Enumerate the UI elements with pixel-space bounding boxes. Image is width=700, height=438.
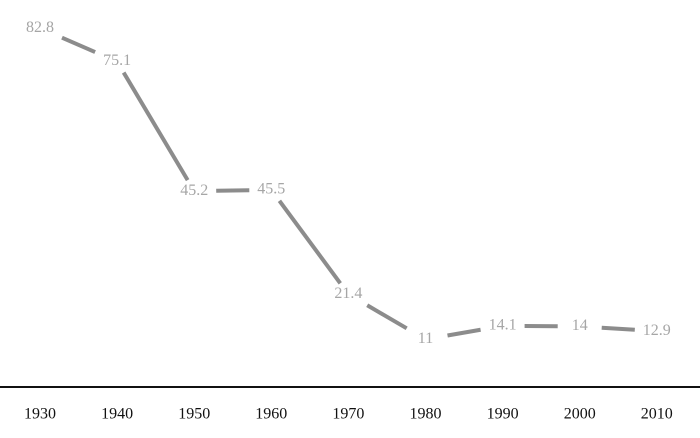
x-tick-label: 2000 — [564, 406, 596, 423]
line-segment — [121, 71, 190, 182]
data-label: 45.5 — [257, 181, 285, 198]
x-tick-label: 1980 — [410, 406, 442, 423]
x-tick-label: 1940 — [101, 406, 133, 423]
x-tick-label: 1970 — [332, 406, 364, 423]
x-tick-label: 2010 — [641, 406, 673, 423]
data-label: 12.9 — [643, 322, 671, 339]
data-label: 21.4 — [334, 285, 362, 302]
x-tick-label: 1930 — [24, 406, 56, 423]
line-segment — [216, 188, 250, 193]
line-segment — [601, 325, 635, 332]
data-label: 45.2 — [180, 182, 208, 199]
data-label: 82.8 — [26, 19, 54, 36]
line-segment — [277, 199, 342, 285]
x-tick-label: 1990 — [487, 406, 519, 423]
data-label: 11 — [418, 330, 433, 347]
line-segment — [366, 303, 408, 331]
x-tick-label: 1950 — [178, 406, 210, 423]
x-tick-label: 1960 — [255, 406, 287, 423]
line-segment — [447, 327, 481, 338]
line-segment — [61, 35, 96, 54]
data-label: 14 — [572, 317, 588, 334]
data-label: 75.1 — [103, 52, 131, 69]
data-label: 14.1 — [489, 317, 517, 334]
